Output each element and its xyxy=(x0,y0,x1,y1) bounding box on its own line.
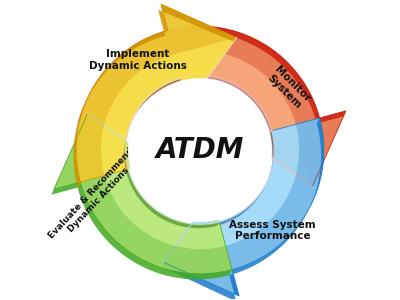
Polygon shape xyxy=(124,78,181,173)
Polygon shape xyxy=(164,118,324,296)
Polygon shape xyxy=(54,113,232,274)
Polygon shape xyxy=(164,118,324,296)
Polygon shape xyxy=(78,26,346,191)
Polygon shape xyxy=(80,26,346,187)
Text: Implement
Dynamic Actions: Implement Dynamic Actions xyxy=(89,50,187,71)
Polygon shape xyxy=(54,113,232,274)
Polygon shape xyxy=(162,118,324,300)
Text: Assess System
Performance: Assess System Performance xyxy=(230,220,316,241)
Polygon shape xyxy=(80,26,346,187)
Polygon shape xyxy=(129,79,271,221)
Text: Evaluate & Recommend
Dynamic Actions: Evaluate & Recommend Dynamic Actions xyxy=(46,146,143,247)
Polygon shape xyxy=(76,4,236,182)
Polygon shape xyxy=(76,4,236,182)
Polygon shape xyxy=(126,169,219,228)
Polygon shape xyxy=(218,131,274,226)
Polygon shape xyxy=(73,4,236,187)
Text: ATDM: ATDM xyxy=(156,136,244,164)
Polygon shape xyxy=(126,76,272,135)
Text: Monitor
System: Monitor System xyxy=(264,64,312,112)
Polygon shape xyxy=(51,113,232,279)
